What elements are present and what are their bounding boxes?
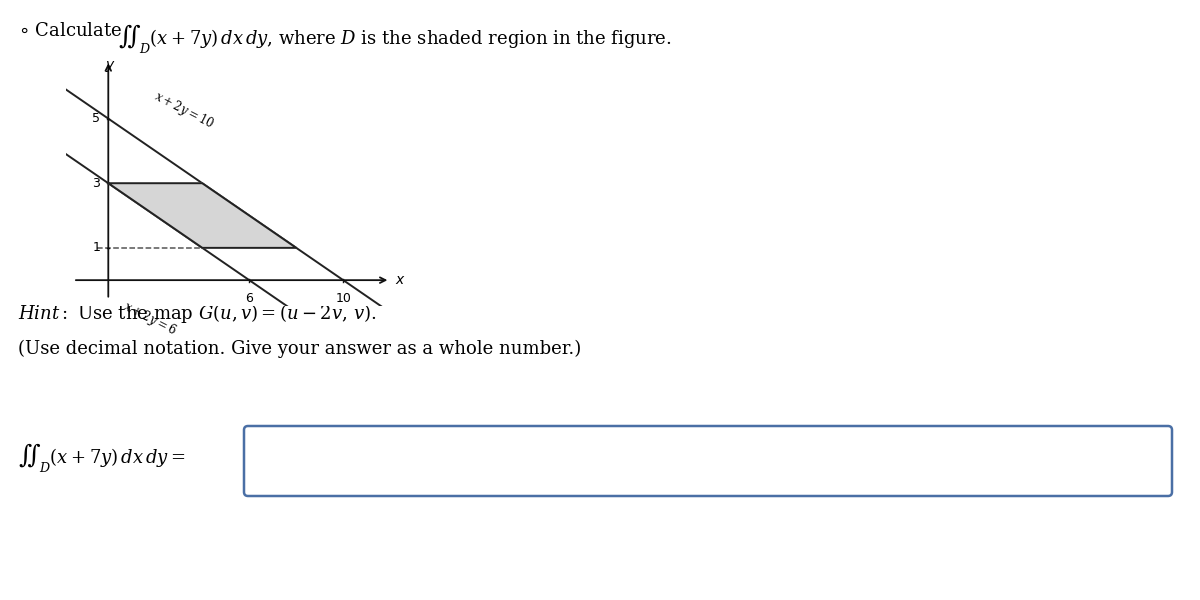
Text: $\circ$ Calculate: $\circ$ Calculate <box>18 22 124 40</box>
Text: $\iint_D (x + 7y)\,dx\,dy$, where $D$ is the shaded region in the figure.: $\iint_D (x + 7y)\,dx\,dy$, where $D$ is… <box>118 22 672 55</box>
Text: $x + 2y = 6$: $x + 2y = 6$ <box>120 298 180 340</box>
Text: $y$: $y$ <box>106 59 116 74</box>
Polygon shape <box>108 183 296 248</box>
Text: 10: 10 <box>335 292 352 305</box>
Text: 6: 6 <box>245 292 253 305</box>
FancyBboxPatch shape <box>244 426 1172 496</box>
Text: $x + 2y = 10$: $x + 2y = 10$ <box>150 88 217 133</box>
Text: $\it{Hint:}$ Use the map $G(u, v) = (u - 2v,\, v)$.: $\it{Hint:}$ Use the map $G(u, v) = (u -… <box>18 302 377 325</box>
Text: 1: 1 <box>92 241 100 254</box>
Text: (Use decimal notation. Give your answer as a whole number.): (Use decimal notation. Give your answer … <box>18 340 581 358</box>
Text: 5: 5 <box>92 112 100 125</box>
Text: $\iint_D (x + 7y)\,dx\,dy =$: $\iint_D (x + 7y)\,dx\,dy =$ <box>18 442 185 475</box>
Text: $x$: $x$ <box>395 273 406 287</box>
Text: 3: 3 <box>92 177 100 190</box>
